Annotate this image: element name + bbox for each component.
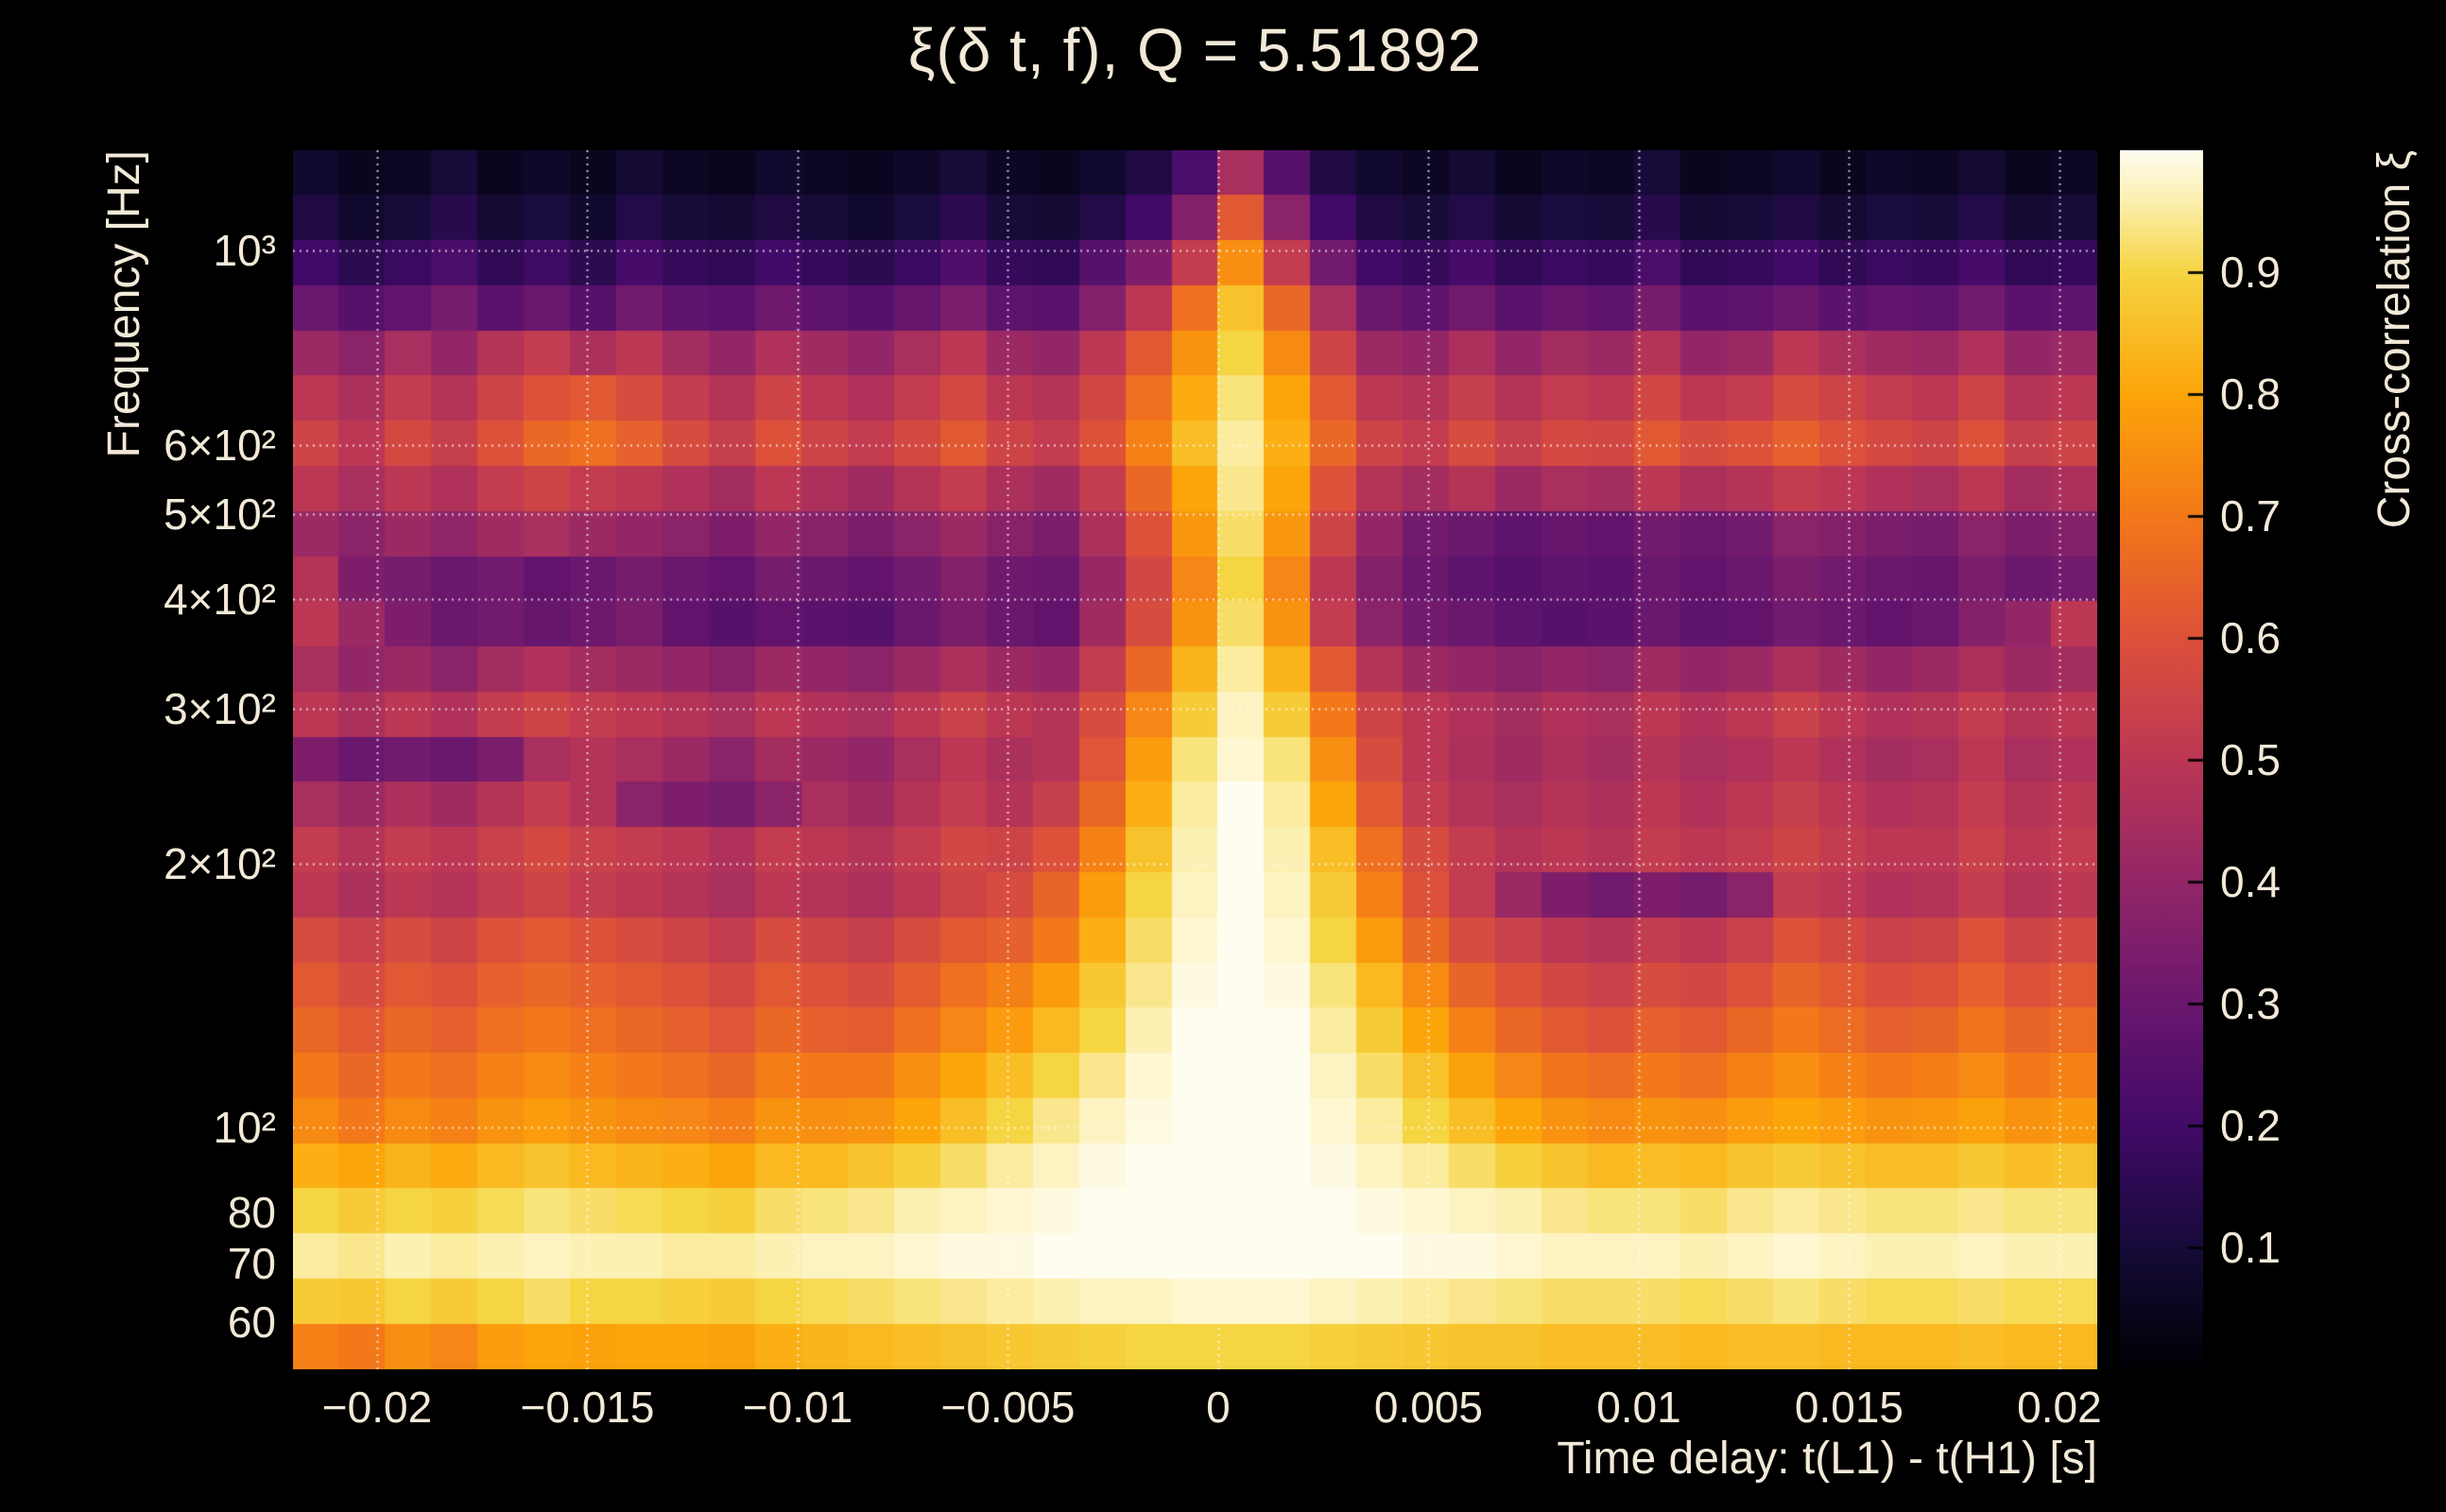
colorbar-tick-label: 0.5: [2220, 735, 2281, 784]
y-tick-label: 2×10²: [164, 838, 276, 888]
chart-title: ξ(δ t, f), Q = 5.51892: [907, 16, 1483, 84]
x-tick-label: −0.01: [742, 1383, 853, 1432]
x-tick-label: 0: [1206, 1383, 1231, 1432]
colorbar-tick-label: 0.6: [2220, 613, 2281, 662]
colorbar-tick-label: 0.4: [2220, 857, 2281, 906]
colorbar-tick-label: 0.2: [2220, 1101, 2281, 1150]
colorbar-title: Cross-correlation ξ: [2369, 150, 2420, 529]
x-tick-label: −0.005: [940, 1383, 1076, 1432]
x-tick-label: 0.005: [1373, 1383, 1484, 1432]
y-tick-label: 6×10²: [164, 420, 276, 470]
colorbar-tick-label: 0.1: [2220, 1223, 2281, 1272]
colorbar-canvas: [2120, 150, 2203, 1369]
x-tick-label: 0.01: [1596, 1383, 1681, 1432]
y-tick-label: 80: [227, 1188, 276, 1237]
y-axis-title: Frequency [Hz]: [99, 150, 149, 458]
y-tick-label: 5×10²: [164, 490, 276, 540]
x-axis-title: Time delay: t(L1) - t(H1) [s]: [1557, 1434, 2097, 1484]
y-tick-label: 70: [227, 1238, 276, 1288]
heatmap-canvas: [293, 150, 2097, 1369]
x-tick-label: −0.015: [520, 1383, 655, 1432]
y-tick-label: 4×10²: [164, 575, 276, 625]
x-tick-label: 0.015: [1794, 1383, 1904, 1432]
x-tick-label: −0.02: [321, 1383, 433, 1432]
colorbar-tick-label: 0.8: [2220, 369, 2281, 419]
y-tick-label: 10³: [213, 225, 276, 275]
y-tick-label: 60: [227, 1297, 276, 1347]
colorbar-tick-label: 0.9: [2220, 248, 2281, 297]
colorbar-tick-label: 0.7: [2220, 491, 2281, 541]
y-tick-label: 3×10²: [164, 684, 276, 734]
x-tick-label: 0.02: [2017, 1383, 2102, 1432]
y-tick-label: 10²: [213, 1103, 276, 1153]
colorbar-tick-label: 0.3: [2220, 979, 2281, 1028]
